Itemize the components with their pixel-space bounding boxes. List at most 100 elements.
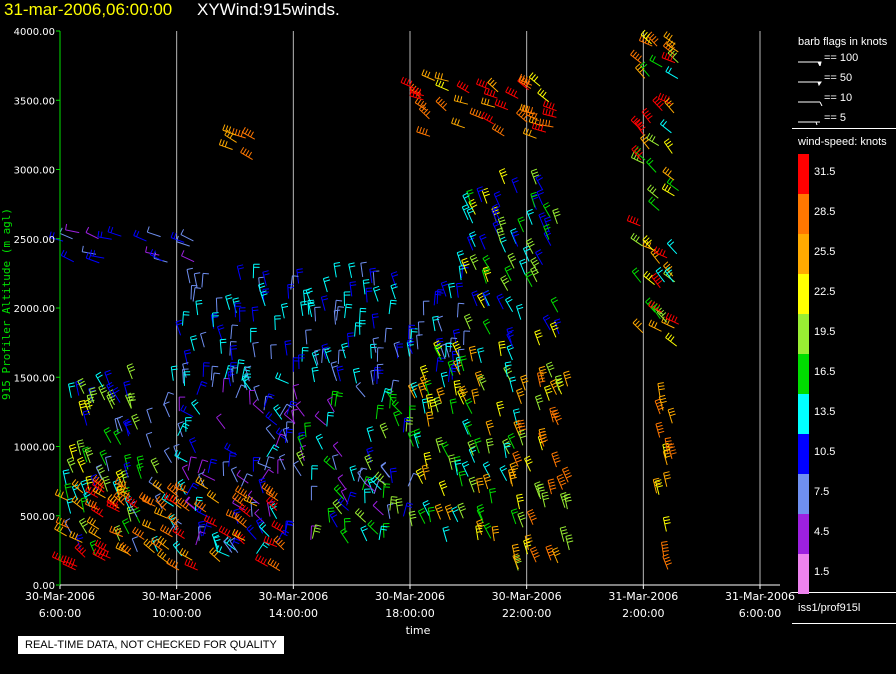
barb-flag xyxy=(123,380,130,384)
barb-flag xyxy=(92,474,98,481)
barb-flag xyxy=(176,322,183,326)
barb-staff xyxy=(664,270,674,283)
barb-flag xyxy=(439,480,446,484)
wind-barb xyxy=(556,473,567,490)
barb-staff xyxy=(163,403,171,418)
barb-flag xyxy=(482,290,489,294)
barb-flag xyxy=(650,248,657,253)
barb-staff xyxy=(538,433,545,447)
barb-flag xyxy=(91,393,98,396)
barb-flag xyxy=(55,516,60,523)
barb-flag xyxy=(536,397,543,401)
barb-flag xyxy=(67,456,73,461)
barb-flag xyxy=(193,482,199,487)
barb-flag xyxy=(163,401,170,405)
barb-flag xyxy=(355,382,361,387)
barb-flag xyxy=(124,545,129,552)
barb-staff xyxy=(630,119,642,131)
barb-flag xyxy=(93,250,96,257)
wind-barb xyxy=(343,518,351,533)
wind-barb xyxy=(113,491,126,506)
barb-flag xyxy=(290,403,297,407)
barb-flag xyxy=(503,102,507,109)
barb-flag xyxy=(361,467,368,470)
barb-staff xyxy=(471,292,478,307)
wind-barb xyxy=(665,66,679,80)
barb-flag xyxy=(436,345,443,350)
wind-barb xyxy=(281,302,289,319)
barb-flag xyxy=(553,412,560,416)
wind-barb xyxy=(308,301,316,318)
barb-flag xyxy=(124,421,131,426)
barb-flag xyxy=(564,496,572,499)
barb-flag xyxy=(555,374,562,378)
barb-flag xyxy=(100,552,105,559)
wind-barb xyxy=(537,88,550,103)
barb-flag xyxy=(550,487,557,490)
wind-barb xyxy=(64,483,72,499)
wind-barb xyxy=(416,334,423,350)
wind-barb xyxy=(389,467,397,483)
barb-flag xyxy=(458,505,465,509)
barb-staff xyxy=(147,231,161,238)
barb-staff xyxy=(190,337,195,351)
wind-barb xyxy=(180,229,194,242)
wind-barb xyxy=(482,254,491,271)
wind-barb xyxy=(563,493,572,510)
barb-flag xyxy=(292,383,300,387)
wind-barb xyxy=(349,281,357,297)
barb-flag xyxy=(518,393,525,397)
barb-staff xyxy=(630,237,643,247)
barb-flag xyxy=(560,529,567,532)
barb-flag xyxy=(655,479,662,482)
barb-flag xyxy=(284,340,291,342)
barb-staff xyxy=(639,40,653,47)
barb-staff xyxy=(224,134,237,143)
wind-barb xyxy=(366,426,374,443)
barb-staff xyxy=(126,507,132,522)
barb-flag xyxy=(441,485,448,490)
barb-flag xyxy=(637,151,643,157)
wind-barb xyxy=(530,256,540,273)
barb-flag xyxy=(661,541,668,543)
wind-barb xyxy=(512,450,523,467)
barb-flag xyxy=(475,524,482,527)
barb-flag xyxy=(323,276,330,280)
wind-barb xyxy=(321,343,329,360)
wind-barb xyxy=(638,34,653,47)
barb-staff xyxy=(333,263,337,278)
barb-flag xyxy=(237,267,244,270)
barb-staff xyxy=(416,335,419,350)
wind-barb xyxy=(461,460,470,477)
wind-barb xyxy=(661,183,675,197)
wind-barb xyxy=(244,373,252,389)
barb-flag xyxy=(64,518,71,522)
barb-staff xyxy=(482,464,491,478)
wind-barb xyxy=(86,393,95,410)
barb-staff xyxy=(186,269,191,284)
barb-flag xyxy=(435,346,442,351)
wind-barb xyxy=(59,227,73,240)
barb-flag xyxy=(100,231,103,238)
barb-flag xyxy=(345,306,352,309)
barb-flag xyxy=(146,226,150,233)
wind-barb xyxy=(474,370,484,387)
barb-flag xyxy=(548,367,555,371)
barb-flag xyxy=(521,377,528,381)
wind-barb xyxy=(119,542,132,557)
wind-barb xyxy=(178,396,186,412)
barb-flag xyxy=(133,419,140,423)
speed-color-swatch xyxy=(798,314,809,354)
barb-flag xyxy=(652,56,656,62)
wind-barb xyxy=(90,504,104,518)
barb-flag xyxy=(523,79,528,85)
barb-flag xyxy=(263,291,270,293)
barb-flag xyxy=(396,504,403,507)
barb-flag xyxy=(234,494,239,500)
barb-flag xyxy=(268,489,273,496)
barb-staff xyxy=(665,317,680,325)
barb-flag xyxy=(546,361,553,365)
wind-barb xyxy=(409,89,424,101)
barb-flag xyxy=(538,428,546,431)
barb-flag xyxy=(636,121,643,126)
